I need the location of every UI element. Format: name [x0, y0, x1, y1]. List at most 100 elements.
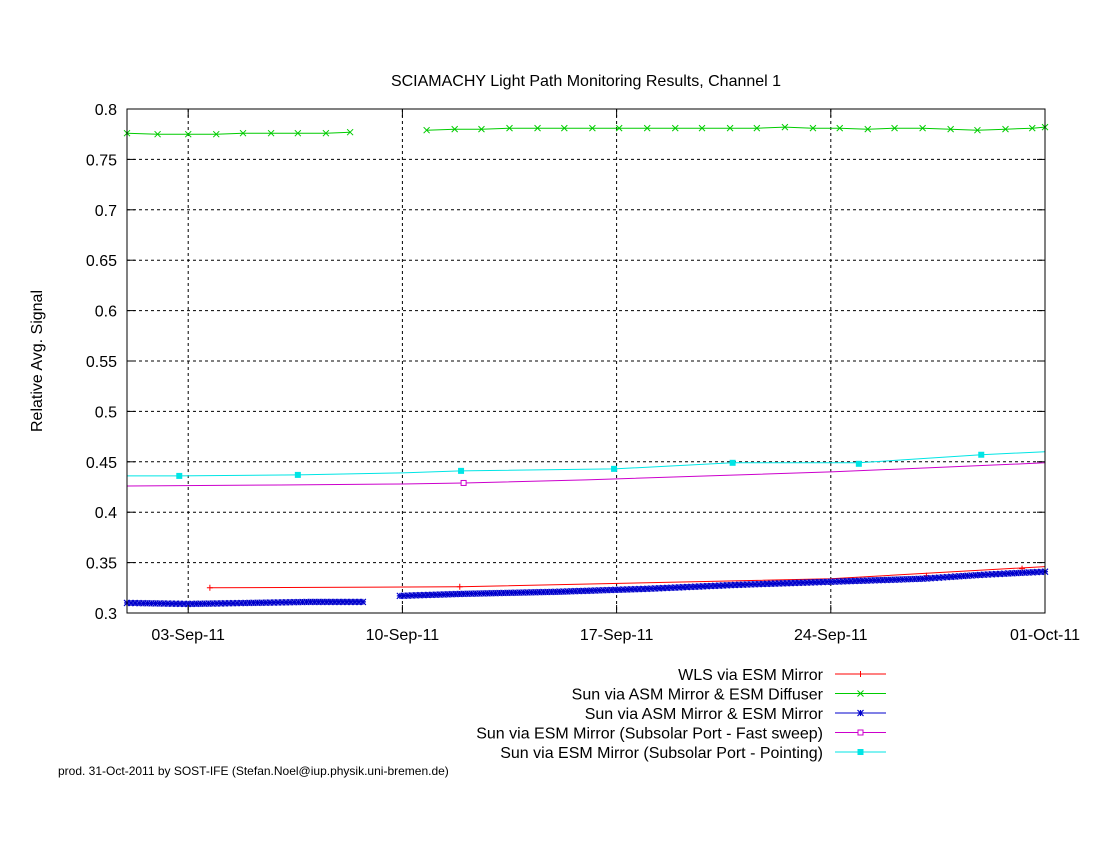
- data-point: [534, 124, 541, 132]
- data-point: [555, 588, 563, 596]
- data-point: [143, 599, 151, 607]
- data-point: [679, 583, 687, 591]
- data-point: [221, 599, 229, 607]
- data-point: [903, 575, 911, 583]
- data-point: [831, 578, 839, 586]
- data-point: [315, 598, 323, 606]
- data-point: [1028, 124, 1036, 132]
- data-point: [476, 590, 483, 597]
- data-point: [506, 124, 513, 132]
- data-point: [931, 574, 939, 582]
- data-point: [835, 578, 843, 585]
- data-point: [451, 125, 459, 133]
- data-point: [729, 459, 736, 466]
- data-point: [154, 130, 161, 138]
- data-point: [456, 590, 464, 598]
- data-point: [875, 576, 883, 584]
- y-tick-label: 0.4: [95, 505, 117, 522]
- y-tick-label: 0.3: [95, 606, 117, 623]
- data-point: [771, 580, 779, 588]
- data-point: [540, 588, 547, 596]
- data-point: [1017, 569, 1024, 577]
- data-point: [615, 124, 623, 132]
- data-point: [855, 460, 862, 467]
- data-point: [563, 588, 571, 595]
- data-point: [783, 579, 791, 587]
- data-point: [795, 579, 803, 587]
- legend-label: WLS via ESM Mirror: [678, 667, 824, 684]
- data-point: [791, 579, 799, 587]
- data-point: [278, 598, 286, 606]
- data-point: [836, 124, 844, 132]
- data-point: [899, 575, 907, 583]
- data-point: [528, 588, 535, 596]
- data-point: [615, 586, 623, 594]
- data-point: [303, 598, 310, 606]
- data-point: [205, 600, 213, 608]
- data-point: [643, 124, 651, 132]
- data-point: [176, 600, 184, 608]
- data-point: [659, 584, 667, 592]
- data-point: [1004, 570, 1012, 577]
- data-point: [583, 587, 591, 595]
- data-point: [254, 599, 261, 607]
- data-point: [683, 583, 691, 591]
- data-point: [951, 573, 959, 581]
- data-point: [815, 578, 823, 586]
- data-point: [245, 599, 253, 607]
- data-point: [871, 576, 879, 584]
- series-layer: [123, 123, 1049, 608]
- data-point: [698, 124, 706, 132]
- data-point: [400, 592, 408, 600]
- data-point: [250, 599, 257, 607]
- data-point: [781, 123, 789, 131]
- data-point: [444, 590, 452, 598]
- series-line: [126, 462, 1046, 487]
- data-point: [192, 600, 200, 608]
- data-point: [787, 579, 795, 587]
- data-point: [675, 583, 683, 591]
- data-point: [239, 129, 247, 137]
- data-point: [347, 598, 355, 606]
- data-point: [520, 589, 527, 596]
- data-point: [747, 580, 755, 588]
- data-point: [575, 587, 583, 595]
- data-point: [819, 578, 827, 586]
- data-point: [131, 599, 139, 607]
- data-point: [895, 576, 903, 583]
- data-point: [172, 600, 180, 608]
- data-point: [335, 598, 343, 606]
- data-point: [651, 585, 659, 592]
- data-point: [867, 577, 875, 584]
- x-tick-label: 24-Sep-11: [794, 627, 868, 644]
- data-point: [755, 580, 763, 588]
- data-point: [428, 591, 436, 599]
- data-point: [619, 586, 627, 594]
- data-point: [915, 575, 923, 583]
- y-axis-label: Relative Avg. Signal: [29, 290, 46, 432]
- data-point: [197, 600, 204, 608]
- series-line: [209, 566, 1046, 589]
- data-point: [456, 583, 463, 590]
- legend-label: Sun via ASM Mirror & ESM Mirror: [585, 706, 824, 723]
- data-point: [496, 589, 503, 597]
- data-point: [591, 587, 599, 594]
- data-point: [599, 586, 607, 594]
- data-point: [655, 584, 663, 592]
- data-point: [452, 590, 460, 598]
- data-point: [978, 451, 985, 458]
- series-2: [123, 123, 1049, 138]
- grid: [127, 109, 1045, 613]
- data-point: [536, 588, 543, 596]
- data-point: [201, 600, 208, 608]
- data-point: [266, 599, 274, 607]
- series-line: [127, 451, 1046, 477]
- data-point: [980, 571, 988, 579]
- data-point: [436, 591, 444, 599]
- legend-marker: [857, 749, 864, 755]
- data-point: [855, 577, 863, 585]
- data-point: [955, 572, 963, 580]
- legend-label: Sun via ESM Mirror (Subsolar Port - Fast…: [476, 726, 823, 743]
- data-point: [1029, 568, 1037, 576]
- data-point: [879, 576, 887, 584]
